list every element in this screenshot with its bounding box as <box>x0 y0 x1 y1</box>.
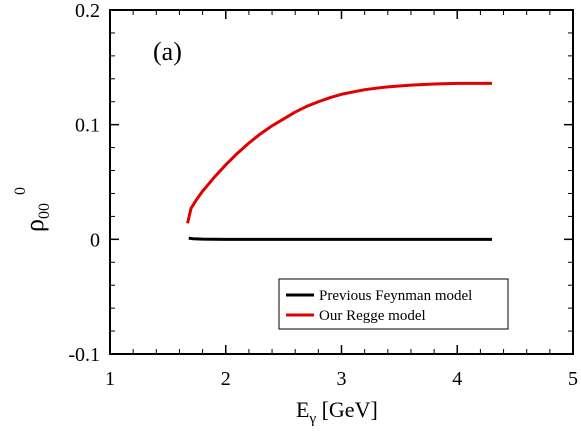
legend-box <box>278 278 509 330</box>
x-tick-label: 4 <box>452 368 462 390</box>
y-tick-label: -0.1 <box>68 344 100 366</box>
series-line-1 <box>188 236 492 241</box>
legend: Previous Feynman model Our Regge model <box>278 278 509 330</box>
svg-text:ρ00: ρ00 <box>20 203 53 232</box>
x-tick-label: 5 <box>568 368 578 390</box>
x-tick-label: 1 <box>105 368 115 390</box>
svg-text:Eγ [GeV]: Eγ [GeV] <box>296 397 378 427</box>
series-layer <box>186 81 492 241</box>
y-tick-label: 0.1 <box>75 115 100 137</box>
plot-area: 1 2 3 4 5 -0.1 0 0.1 0.2 <box>68 0 578 390</box>
x-axis-label: Eγ [GeV] <box>296 397 378 427</box>
y-axis-label-sub: 00 <box>36 203 53 219</box>
x-tick-label: 2 <box>221 368 231 390</box>
y-axis-label-main: ρ <box>20 219 49 232</box>
x-axis-label-unit: [GeV] <box>316 397 378 422</box>
x-tick-label: 3 <box>337 368 347 390</box>
x-axis-label-main: E <box>296 397 309 422</box>
y-tick-label: 0.2 <box>75 0 100 22</box>
x-axis-label-sub: γ <box>308 411 316 427</box>
series-line-2 <box>186 81 492 224</box>
panel-label: (a) <box>153 37 182 66</box>
y-axis-label-sup: 0 <box>12 187 29 195</box>
x-ticks: 1 2 3 4 5 <box>105 10 578 390</box>
y-ticks: -0.1 0 0.1 0.2 <box>68 0 573 366</box>
y-axis-label: ρ00 0 <box>12 187 53 232</box>
legend-label: Previous Feynman model <box>319 288 472 304</box>
y-tick-label: 0 <box>90 229 100 251</box>
legend-label: Our Regge model <box>319 308 426 324</box>
